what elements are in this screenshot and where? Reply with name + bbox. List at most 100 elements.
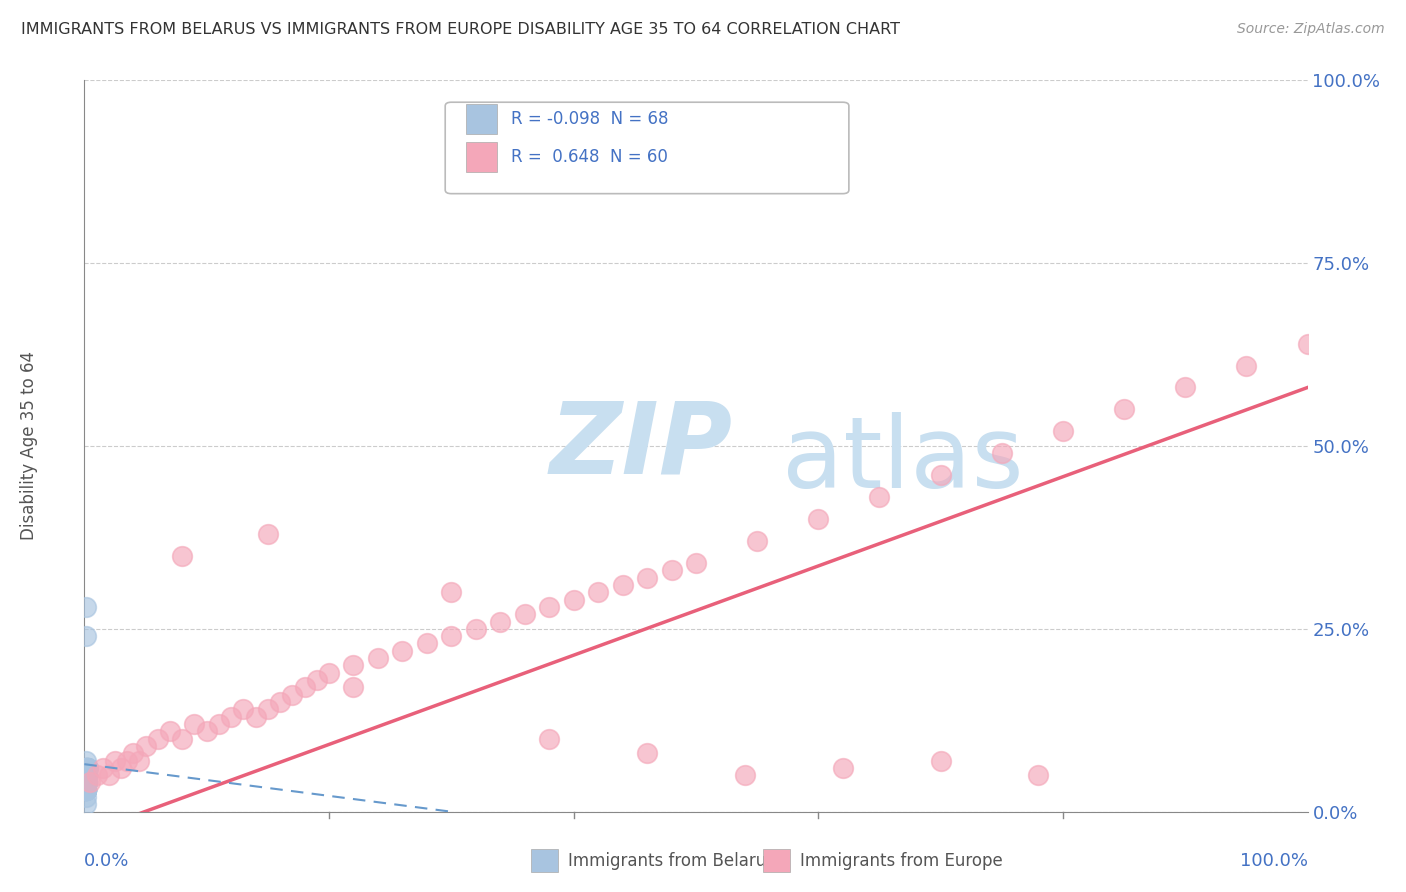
Point xyxy=(104,754,127,768)
Bar xyxy=(531,849,558,872)
Point xyxy=(75,775,97,789)
Point xyxy=(76,768,98,782)
Text: ZIP: ZIP xyxy=(550,398,733,494)
Point xyxy=(269,695,291,709)
Point xyxy=(464,622,486,636)
Point xyxy=(367,651,389,665)
Point xyxy=(391,644,413,658)
Point xyxy=(76,768,98,782)
Point xyxy=(75,782,97,797)
Point xyxy=(305,673,328,687)
Point xyxy=(489,615,512,629)
Point xyxy=(612,578,634,592)
Point xyxy=(1028,768,1050,782)
Point xyxy=(440,629,463,643)
Point xyxy=(75,768,97,782)
Point xyxy=(342,658,364,673)
Point xyxy=(1236,359,1258,373)
Point xyxy=(75,775,97,789)
Point xyxy=(75,782,97,797)
Point xyxy=(342,681,364,695)
Point xyxy=(75,782,97,797)
Point xyxy=(257,702,280,716)
Point xyxy=(75,629,97,643)
Point xyxy=(75,775,97,789)
Point xyxy=(76,775,98,789)
Point xyxy=(76,768,98,782)
Point xyxy=(146,731,169,746)
Point xyxy=(1114,402,1136,417)
Point xyxy=(586,585,609,599)
Point xyxy=(294,681,316,695)
Point xyxy=(86,768,108,782)
Point xyxy=(734,768,756,782)
Point xyxy=(77,761,100,775)
Point xyxy=(77,761,100,775)
Point xyxy=(75,761,97,775)
Text: 0.0%: 0.0% xyxy=(84,852,129,870)
Point xyxy=(75,761,97,775)
Point xyxy=(79,775,101,789)
Point xyxy=(110,761,132,775)
Point xyxy=(75,782,97,797)
Point xyxy=(1052,425,1074,439)
Point xyxy=(75,768,97,782)
Point xyxy=(75,782,97,797)
Point xyxy=(76,775,98,789)
Point xyxy=(75,775,97,789)
Point xyxy=(76,775,98,789)
Text: Immigrants from Europe: Immigrants from Europe xyxy=(800,852,1002,870)
Point xyxy=(75,768,97,782)
Text: Immigrants from Belarus: Immigrants from Belarus xyxy=(568,852,775,870)
Point xyxy=(75,754,97,768)
Point xyxy=(75,775,97,789)
Point xyxy=(75,768,97,782)
Point xyxy=(135,739,157,753)
Text: atlas: atlas xyxy=(782,412,1024,509)
Point xyxy=(76,761,98,775)
Point xyxy=(172,549,194,563)
Point xyxy=(440,585,463,599)
Point xyxy=(76,768,98,782)
Point xyxy=(75,768,97,782)
Point xyxy=(1296,336,1319,351)
Point xyxy=(97,768,120,782)
Point xyxy=(75,782,97,797)
Point xyxy=(219,709,242,723)
Point xyxy=(257,526,280,541)
Point xyxy=(75,775,97,789)
Point xyxy=(76,768,98,782)
Point xyxy=(538,599,561,614)
Point xyxy=(869,490,891,504)
Point xyxy=(75,782,97,797)
Point xyxy=(208,717,231,731)
Text: 100.0%: 100.0% xyxy=(1240,852,1308,870)
Point xyxy=(75,782,97,797)
Point xyxy=(1174,380,1197,394)
Point xyxy=(115,754,138,768)
Point xyxy=(195,724,218,739)
Text: Source: ZipAtlas.com: Source: ZipAtlas.com xyxy=(1237,22,1385,37)
Point xyxy=(75,768,97,782)
Point xyxy=(75,775,97,789)
Point xyxy=(831,761,853,775)
Point xyxy=(75,782,97,797)
Point xyxy=(232,702,254,716)
Text: IMMIGRANTS FROM BELARUS VS IMMIGRANTS FROM EUROPE DISABILITY AGE 35 TO 64 CORREL: IMMIGRANTS FROM BELARUS VS IMMIGRANTS FR… xyxy=(21,22,900,37)
Point xyxy=(75,599,97,614)
Point xyxy=(75,775,97,789)
Point xyxy=(75,797,97,812)
Bar xyxy=(465,104,496,134)
Text: Disability Age 35 to 64: Disability Age 35 to 64 xyxy=(20,351,38,541)
Point xyxy=(75,768,97,782)
Point xyxy=(76,761,98,775)
Point xyxy=(75,782,97,797)
Point xyxy=(159,724,181,739)
Point xyxy=(76,768,98,782)
Point xyxy=(91,761,114,775)
Point xyxy=(183,717,205,731)
Point xyxy=(747,534,769,549)
Point xyxy=(75,775,97,789)
Point xyxy=(75,782,97,797)
Point xyxy=(76,775,98,789)
